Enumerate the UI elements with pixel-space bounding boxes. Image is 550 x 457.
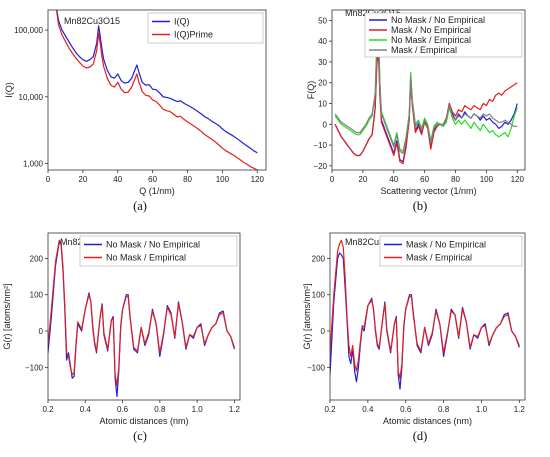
panel-b-series-1-line	[334, 48, 518, 165]
panel-d-xtick-label: 0.8	[438, 405, 450, 414]
panel-c-xtick-label: 0.6	[117, 405, 129, 414]
panel-a-xtick-label: 60	[148, 175, 157, 184]
panel-c-xtick-label: 0.8	[154, 405, 166, 414]
panel-b-ytick-label: 40	[318, 37, 327, 46]
panel-c-xtick-label: 0.4	[80, 405, 92, 414]
panel-d-series-1-line	[330, 239, 520, 379]
panel-c-series-1-line	[48, 239, 235, 387]
panel-a-ytick-label: 10,000	[19, 93, 44, 102]
panel-c-xlabel: Atomic distances (nm)	[99, 416, 188, 426]
panel-d-xtick-label: 1.0	[476, 405, 488, 414]
panel-b-legend-label-2: No Mask / Empirical	[391, 35, 471, 45]
panel-b-ytick-label: −10	[313, 141, 327, 150]
panel-c-xtick-label: 1.0	[192, 405, 204, 414]
panel-b-legend-label-3: Mask / Empirical	[391, 45, 457, 55]
panel-d-legend-box	[379, 235, 523, 267]
panel-c-xtick-label: 1.2	[229, 405, 241, 414]
panel-b-ytick-label: 50	[318, 16, 327, 25]
panel-b-ylabel: F(Q)	[306, 81, 316, 100]
panel-b-ytick-label: −20	[313, 162, 327, 171]
panel-a-xtick-label: 120	[251, 175, 265, 184]
panel-c-ytick-label: 0	[39, 327, 44, 336]
panel-b-caption: (b)	[413, 199, 428, 213]
panel-b-ytick-label: 20	[318, 79, 327, 88]
panel-a-xtick-label: 80	[183, 175, 192, 184]
panel-c-xtick-label: 0.2	[42, 405, 54, 414]
panel-c-ytick-label: 100	[30, 291, 44, 300]
panel-d-xlabel: Atomic distances (nm)	[383, 416, 472, 426]
panel-a-legend-label-1: I(Q)Prime	[174, 30, 213, 40]
panel-a-ytick-label: 1,000	[23, 160, 44, 169]
panel-a-xtick-label: 100	[216, 175, 230, 184]
panel-b-legend-box	[364, 12, 523, 58]
panel-b-xtick-label: 40	[389, 175, 398, 184]
panel-a-ytick-label: 100,000	[14, 26, 43, 35]
panel-a-ylabel: I(Q)	[4, 82, 14, 98]
panel-b-legend-label-0: No Mask / No Empirical	[391, 15, 485, 25]
panel-d-plot-frame	[329, 232, 526, 401]
panel-d-xtick-label: 0.6	[400, 405, 412, 414]
panel-c-ylabel: G(r) [atoms/nm²]	[2, 283, 12, 349]
panel-a-series-1-line	[55, 10, 258, 170]
panel-d-xtick-label: 0.4	[362, 405, 374, 414]
panel-c-legend-label-1: No Mask / Empirical	[106, 253, 186, 263]
panel-d-xtick-label: 0.2	[324, 405, 336, 414]
panel-b-xtick-label: 100	[480, 175, 494, 184]
panel-b-series-0-line	[334, 44, 518, 163]
panel-c-plot-frame	[47, 232, 241, 401]
panel-b-plot-frame	[331, 9, 526, 171]
panel-b-ytick-label: 0	[323, 120, 328, 129]
panel-b-xtick-label: 120	[511, 175, 525, 184]
panel-b-xtick-label: 20	[358, 175, 367, 184]
panel-a-xtick-label: 40	[113, 175, 122, 184]
panel-a-xtick-label: 20	[78, 175, 87, 184]
panel-b-ytick-label: 30	[318, 58, 327, 67]
panel-d-legend-label-1: Mask / Empirical	[406, 253, 472, 263]
panel-b-xtick-label: 60	[420, 175, 429, 184]
panel-c-legend-label-0: No Mask / No Empirical	[106, 240, 200, 250]
panel-d-series-0-line	[330, 252, 520, 390]
panel-c-caption: (c)	[133, 429, 147, 443]
panel-d-ytick-label: −100	[307, 363, 326, 372]
panel-a-legend-label-0: I(Q)	[174, 17, 190, 27]
panel-a-plot-frame	[47, 9, 267, 171]
panel-d-title: Mn82Cu3O15	[345, 237, 401, 247]
panel-a-legend-box	[147, 12, 264, 44]
panel-d-legend-label-0: Mask / No Empirical	[406, 240, 486, 250]
panel-b-xlabel: Scattering vector (1/nm)	[380, 186, 476, 196]
panel-b-xtick-label: 80	[451, 175, 460, 184]
panel-d-caption: (d)	[413, 429, 428, 443]
panel-d-xtick-label: 1.2	[514, 405, 526, 414]
panel-c-ytick-label: −100	[25, 363, 44, 372]
panel-c-legend-box	[79, 235, 238, 267]
panel-b-ytick-label: 10	[318, 100, 327, 109]
panel-d-ytick-label: 100	[312, 291, 326, 300]
panel-a-series-0-line	[56, 10, 258, 154]
panel-a-title: Mn82Cu3O15	[64, 16, 120, 26]
panel-c-ytick-label: 200	[30, 254, 44, 263]
panel-a-xlabel: Q (1/nm)	[139, 186, 175, 196]
panel-b-xtick-label: 0	[330, 175, 335, 184]
panel-d-ytick-label: 200	[312, 254, 326, 263]
panel-b-series-3-line	[334, 23, 518, 154]
panel-b-legend-label-1: Mask / No Empirical	[391, 25, 471, 35]
panel-d-ytick-label: 0	[321, 327, 326, 336]
panel-d-ylabel: G(r) [atoms/nm²]	[302, 283, 312, 349]
panel-a-caption: (a)	[133, 199, 147, 213]
panel-a-xtick-label: 0	[46, 175, 51, 184]
